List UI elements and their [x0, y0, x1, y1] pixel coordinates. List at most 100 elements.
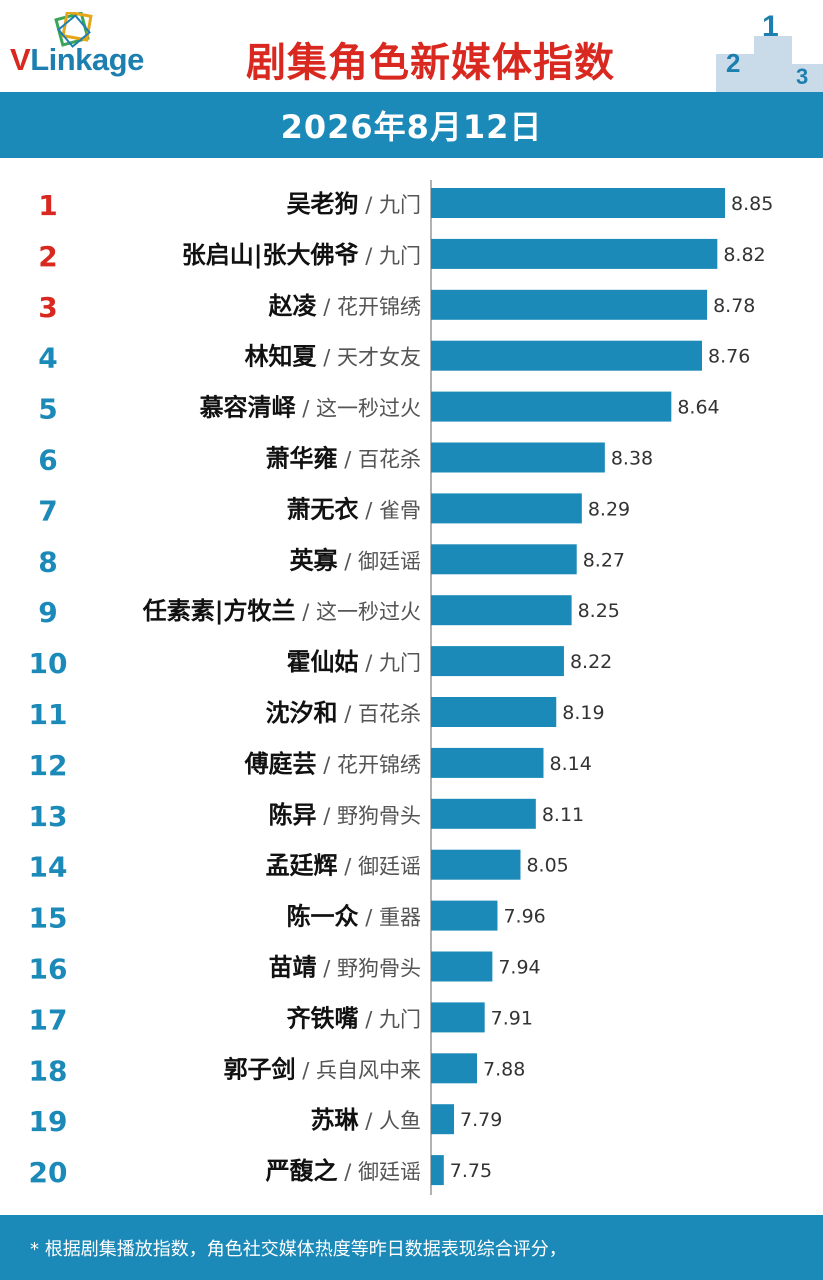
- bar: [431, 188, 725, 218]
- bar: [431, 391, 672, 422]
- data-label: 8.14: [549, 753, 591, 775]
- bar: [431, 493, 582, 524]
- rank-label: 13: [29, 800, 68, 833]
- character-name: 严馥之: [266, 1157, 338, 1185]
- character-name: 郭子剑: [224, 1055, 296, 1083]
- ranking-bar-chart: 1 吴老狗 / 九门 8.85 2 张启山|张大佛爷 / 九门 8.82 3 赵凌 / 花开锦…: [29, 180, 773, 1195]
- character-name: 孟廷辉: [266, 852, 338, 880]
- category-label: 萧无衣 / 雀骨: [287, 495, 421, 523]
- rank-label: 14: [29, 851, 68, 884]
- rank-label: 1: [38, 189, 57, 222]
- vlinkage-logo: VLinkage: [10, 12, 185, 82]
- bar: [431, 798, 536, 829]
- rank-label: 7: [38, 494, 57, 527]
- category-label: 任素素|方牧兰 / 这一秒过火: [142, 597, 421, 625]
- data-label: 8.85: [731, 193, 773, 215]
- rank-label: 2: [38, 240, 57, 273]
- drama-name: / 花开锦绣: [317, 753, 421, 777]
- character-name: 萧无衣: [287, 495, 359, 523]
- category-label: 林知夏 / 天才女友: [245, 343, 421, 371]
- bar: [431, 900, 498, 931]
- category-label: 陈异 / 野狗骨头: [269, 801, 421, 829]
- rank-label: 20: [29, 1156, 68, 1189]
- bar: [431, 544, 577, 575]
- data-label: 8.25: [578, 600, 620, 622]
- bar: [431, 849, 521, 880]
- category-label: 萧华雍 / 百花杀: [266, 445, 421, 473]
- rank-label: 19: [29, 1105, 68, 1138]
- drama-name: / 九门: [359, 193, 421, 217]
- character-name: 苗靖: [269, 954, 317, 982]
- rank-label: 9: [38, 596, 57, 629]
- data-label: 8.78: [713, 295, 755, 317]
- category-label: 苏琳 / 人鱼: [311, 1106, 421, 1134]
- page-title: 剧集角色新媒体指数: [246, 40, 615, 86]
- header: VLinkage 剧集角色新媒体指数 2 1 3: [0, 0, 823, 92]
- drama-name: / 野狗骨头: [317, 804, 421, 828]
- character-name: 沈汐和: [266, 699, 338, 727]
- category-label: 孟廷辉 / 御廷谣: [266, 852, 421, 880]
- bar: [431, 951, 493, 982]
- bar: [431, 747, 544, 778]
- rank-label: 17: [29, 1003, 68, 1036]
- category-label: 英寡 / 御廷谣: [290, 546, 421, 574]
- rank-label: 11: [29, 698, 68, 731]
- category-label: 沈汐和 / 百花杀: [266, 699, 421, 727]
- bar: [431, 697, 557, 727]
- character-name: 吴老狗: [287, 190, 359, 218]
- logo-text: VLinkage: [10, 42, 144, 77]
- character-name: 英寡: [290, 546, 339, 574]
- drama-name: / 花开锦绣: [317, 295, 421, 319]
- character-name: 任素素|方牧兰: [142, 597, 296, 625]
- category-label: 吴老狗 / 九门: [287, 190, 421, 218]
- character-name: 萧华雍: [266, 445, 338, 473]
- data-label: 7.75: [450, 1160, 492, 1182]
- category-label: 严馥之 / 御廷谣: [266, 1157, 421, 1185]
- data-label: 8.29: [588, 498, 630, 520]
- character-name: 齐铁嘴: [287, 1004, 359, 1032]
- bar: [431, 442, 605, 473]
- data-label: 7.79: [460, 1109, 502, 1131]
- category-label: 郭子剑 / 兵自风中来: [224, 1055, 421, 1083]
- drama-name: / 九门: [359, 651, 421, 675]
- data-label: 8.27: [583, 549, 625, 571]
- data-label: 8.22: [570, 651, 612, 673]
- bar: [431, 1002, 485, 1033]
- bar: [431, 646, 564, 677]
- bar: [431, 1053, 478, 1084]
- character-name: 赵凌: [268, 292, 318, 320]
- rank-label: 6: [38, 444, 57, 477]
- data-label: 8.19: [562, 702, 604, 724]
- bar: [431, 1155, 444, 1186]
- footer-note: * 根据剧集播放指数，角色社交媒体热度等昨日数据表现综合评分，: [30, 1239, 567, 1260]
- date-label: 2026年8月12日: [280, 108, 543, 146]
- rank-label: 12: [29, 749, 68, 782]
- data-label: 8.76: [708, 346, 750, 368]
- category-label: 傅庭芸 / 花开锦绣: [244, 750, 421, 778]
- character-name: 林知夏: [245, 343, 318, 371]
- data-label: 8.82: [723, 244, 765, 266]
- drama-name: / 九门: [359, 1007, 421, 1031]
- drama-name: / 雀骨: [359, 498, 421, 522]
- logo-mark-icon: [54, 12, 93, 48]
- data-label: 7.91: [491, 1007, 533, 1029]
- category-label: 齐铁嘴 / 九门: [287, 1004, 421, 1032]
- drama-name: / 野狗骨头: [317, 957, 421, 981]
- drama-name: / 重器: [359, 906, 421, 930]
- data-label: 7.96: [503, 906, 545, 928]
- category-label: 慕容清峄 / 这一秒过火: [200, 394, 421, 422]
- category-label: 张启山|张大佛爷 / 九门: [182, 241, 421, 269]
- drama-name: / 御廷谣: [338, 1160, 421, 1184]
- character-name: 苏琳: [311, 1106, 360, 1134]
- date-band: 2026年8月12日: [0, 92, 823, 158]
- podium-3: 3: [796, 64, 808, 89]
- data-label: 8.64: [677, 397, 719, 419]
- drama-name: / 这一秒过火: [296, 600, 421, 624]
- bar: [431, 238, 718, 269]
- drama-name: / 九门: [359, 244, 421, 268]
- drama-name: / 天才女友: [317, 346, 421, 370]
- bar: [431, 340, 702, 371]
- rank-label: 10: [29, 647, 68, 680]
- data-label: 8.05: [526, 855, 568, 877]
- podium-1: 1: [762, 14, 779, 43]
